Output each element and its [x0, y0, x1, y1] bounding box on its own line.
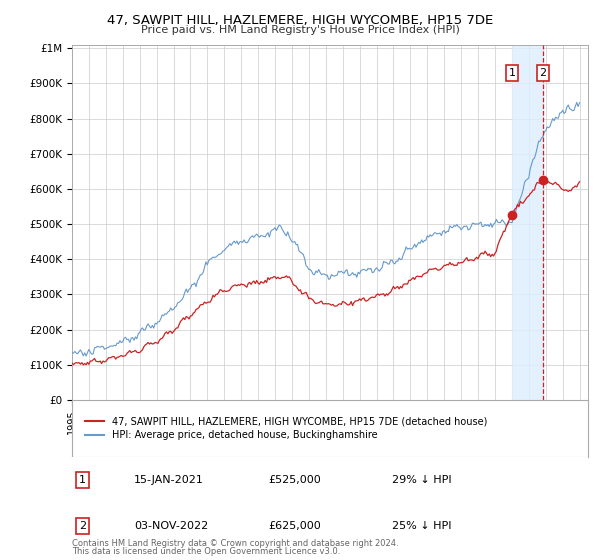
Text: 29% ↓ HPI: 29% ↓ HPI [392, 475, 452, 485]
Text: 47, SAWPIT HILL, HAZLEMERE, HIGH WYCOMBE, HP15 7DE: 47, SAWPIT HILL, HAZLEMERE, HIGH WYCOMBE… [107, 14, 493, 27]
Text: 03-NOV-2022: 03-NOV-2022 [134, 521, 208, 531]
Legend: 47, SAWPIT HILL, HAZLEMERE, HIGH WYCOMBE, HP15 7DE (detached house), HPI: Averag: 47, SAWPIT HILL, HAZLEMERE, HIGH WYCOMBE… [82, 414, 490, 444]
Text: 25% ↓ HPI: 25% ↓ HPI [392, 521, 451, 531]
Text: 2: 2 [79, 521, 86, 531]
Text: Contains HM Land Registry data © Crown copyright and database right 2024.: Contains HM Land Registry data © Crown c… [72, 539, 398, 548]
Text: 15-JAN-2021: 15-JAN-2021 [134, 475, 204, 485]
Text: 1: 1 [79, 475, 86, 485]
Text: 2: 2 [539, 68, 547, 78]
Text: £525,000: £525,000 [268, 475, 321, 485]
Text: 1: 1 [508, 68, 515, 78]
Text: This data is licensed under the Open Government Licence v3.0.: This data is licensed under the Open Gov… [72, 547, 340, 556]
Text: Price paid vs. HM Land Registry's House Price Index (HPI): Price paid vs. HM Land Registry's House … [140, 25, 460, 35]
Bar [512, 45, 543, 400]
Text: £625,000: £625,000 [268, 521, 321, 531]
